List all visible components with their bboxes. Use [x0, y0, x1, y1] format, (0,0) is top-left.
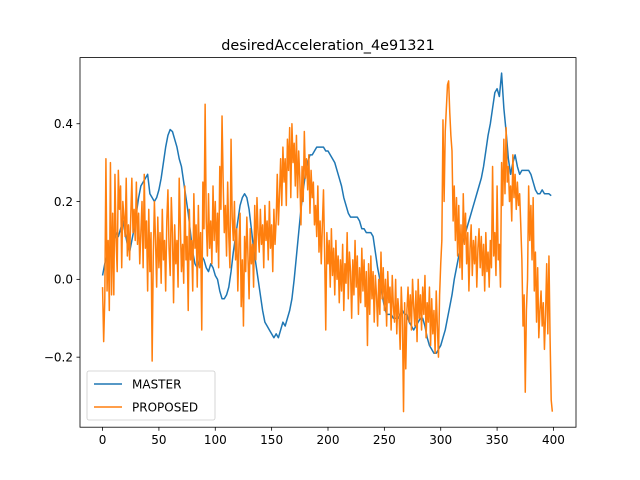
y-tick-label: −0.2 — [44, 350, 73, 364]
x-tick-label: 400 — [542, 433, 565, 447]
x-axis-ticks: 0 50 100 150 200 250 300 350 400 — [99, 427, 565, 447]
x-tick-label: 150 — [260, 433, 283, 447]
series-line-proposed — [101, 80, 554, 413]
series-line-master — [101, 72, 552, 355]
legend-label-proposed: PROPOSED — [132, 401, 198, 415]
x-tick-label: 350 — [486, 433, 509, 447]
x-tick-label: 250 — [373, 433, 396, 447]
x-tick-label: 300 — [429, 433, 452, 447]
y-tick-label: 0.0 — [54, 273, 73, 287]
y-axis-ticks: −0.2 0.0 0.2 0.4 — [44, 117, 80, 364]
x-tick-label: 100 — [204, 433, 227, 447]
y-tick-label: 0.2 — [54, 195, 73, 209]
x-tick-label: 0 — [99, 433, 107, 447]
x-tick-label: 50 — [151, 433, 166, 447]
legend-label-master: MASTER — [132, 378, 181, 392]
x-tick-label: 200 — [317, 433, 340, 447]
y-tick-label: 0.4 — [54, 117, 73, 131]
series-layer — [101, 72, 554, 413]
chart-title: desiredAcceleration_4e91321 — [221, 38, 434, 54]
legend: MASTER PROPOSED — [86, 370, 216, 421]
